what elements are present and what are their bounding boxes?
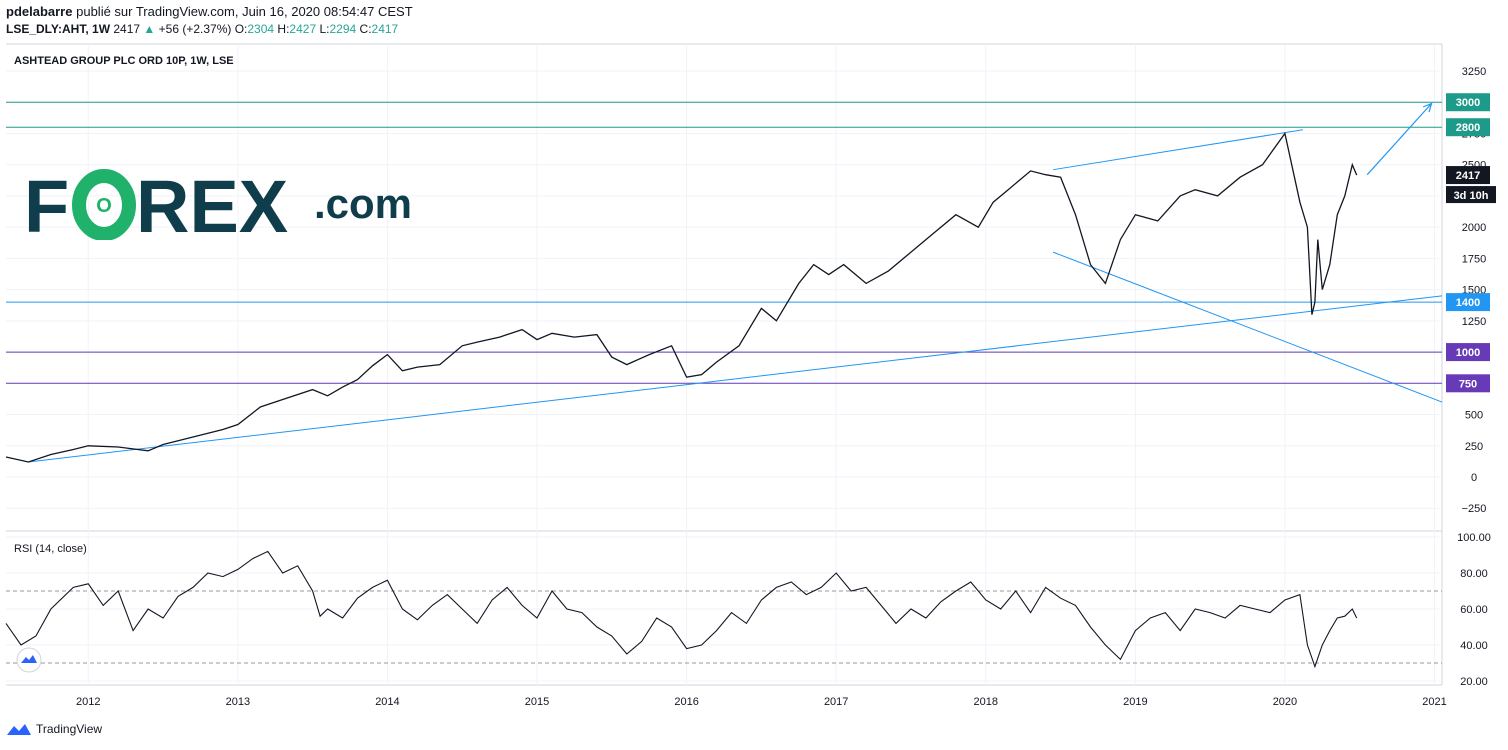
price-tick-label: 3250: [1462, 66, 1486, 78]
footer-brand: TradingView: [36, 722, 103, 736]
grid: [6, 44, 1442, 685]
time-tick-label: 2017: [824, 696, 848, 708]
level-tag-text: 750: [1459, 378, 1477, 390]
level-tag-text: 1000: [1456, 347, 1480, 359]
rsi-title: RSI (14, close): [14, 543, 87, 555]
rsi-tick-label: 80.00: [1460, 568, 1488, 580]
footer: TradingView: [6, 722, 102, 736]
trendline-1: [1053, 129, 1303, 171]
level-tag-bg: [1446, 374, 1490, 393]
level-tag-1400: 1400: [1446, 293, 1490, 312]
level-tag-1000: 1000: [1446, 343, 1490, 362]
countdown-tag: 3d 10h: [1446, 186, 1496, 204]
arrow-head: [1422, 102, 1433, 113]
price-tick-label: 1750: [1462, 253, 1486, 265]
rsi-series-line: [5, 550, 1358, 669]
level-tag-2800: 2800: [1446, 118, 1490, 137]
rsi-tick-label: 40.00: [1460, 640, 1488, 652]
level-tag-bg: [1446, 118, 1490, 137]
change-value: +56 (+2.37%): [158, 22, 232, 36]
last-price-tag: 2417: [1446, 166, 1490, 185]
ohlc-legend: LSE_DLY:AHT, 1W 2417 ▲ +56 (+2.37%) O:23…: [6, 22, 398, 36]
chart-title: ASHTEAD GROUP PLC ORD 10P, 1W, LSE: [14, 55, 234, 67]
rsi-axis[interactable]: 100.00 80.00 60.00 40.00 20.00: [1457, 532, 1491, 688]
time-tick-label: 2018: [974, 696, 998, 708]
price-tick-label: 0: [1471, 472, 1477, 484]
publish-info: pdelabarre publié sur TradingView.com, J…: [6, 4, 413, 19]
trendline-0: [28, 295, 1443, 463]
time-tick-label: 2020: [1273, 696, 1297, 708]
logo-dotcom: .com: [314, 180, 412, 227]
level-tag-text: 3000: [1456, 97, 1480, 109]
rsi-bands: [6, 590, 1442, 664]
open-value: 2304: [247, 22, 275, 36]
level-tag-text: 1400: [1456, 297, 1480, 309]
logo-o-icon: O: [72, 169, 136, 240]
time-tick-label: 2019: [1123, 696, 1147, 708]
price-tick-label: 250: [1465, 441, 1483, 453]
low-label: L:: [319, 22, 330, 36]
time-tick-label: 2012: [76, 696, 100, 708]
time-tick-label: 2013: [226, 696, 250, 708]
trendline-2: [1052, 251, 1443, 403]
time-tick-label: 2016: [674, 696, 698, 708]
tradingview-watermark-icon[interactable]: [16, 647, 42, 673]
last-price: 2417: [113, 22, 141, 36]
price-tick-label: 500: [1465, 410, 1483, 422]
level-tag-bg: [1446, 93, 1490, 112]
price-series-line: [5, 131, 1358, 463]
rsi-tick-label: 100.00: [1457, 532, 1491, 544]
last-price-tag-text: 2417: [1456, 170, 1480, 182]
price-axis-tags: 3000 2800 1400 1000 750 2417 3d 10h: [1446, 93, 1496, 393]
logo-letter-f: F: [24, 168, 69, 240]
price-tick-label: 2000: [1462, 222, 1486, 234]
low-value: 2294: [329, 22, 357, 36]
time-tick-label: 2014: [375, 696, 399, 708]
high-label: H:: [277, 22, 290, 36]
time-tick-label: 2021: [1422, 696, 1446, 708]
horizontal-levels[interactable]: [6, 101, 1442, 384]
up-arrow-icon: ▲: [143, 22, 156, 36]
rsi-tick-label: 60.00: [1460, 604, 1488, 616]
countdown-tag-text: 3d 10h: [1454, 190, 1489, 202]
projection-arrow: [1366, 103, 1432, 176]
level-tag-750: 750: [1446, 374, 1490, 393]
price-tick-label: −250: [1462, 503, 1487, 515]
time-axis[interactable]: 2012 2013 2014 2015 2016 2017 2018 2019 2020 2021: [76, 696, 1447, 708]
countdown-tag-bg: [1446, 186, 1496, 204]
tradingview-logo-icon: [7, 724, 31, 735]
level-tag-text: 2800: [1456, 122, 1480, 134]
logo-letter-o: O: [96, 195, 112, 217]
author-name: pdelabarre: [6, 4, 73, 19]
published-text: publié sur TradingView.com, Juin 16, 202…: [76, 4, 413, 19]
trendlines[interactable]: [28, 102, 1443, 463]
price-tick-label: 1250: [1462, 316, 1486, 328]
logo-rex: REX: [136, 168, 288, 240]
open-label: O:: [234, 22, 248, 36]
rsi-tick-label: 20.00: [1460, 676, 1488, 688]
high-value: 2427: [289, 22, 317, 36]
last-price-tag-bg: [1446, 166, 1490, 185]
level-tag-bg: [1446, 293, 1490, 312]
close-value: 2417: [371, 22, 399, 36]
level-tag-bg: [1446, 343, 1490, 362]
time-tick-label: 2015: [525, 696, 549, 708]
level-tag-3000: 3000: [1446, 93, 1490, 112]
close-label: C:: [359, 22, 372, 36]
symbol-label: LSE_DLY:AHT, 1W: [6, 22, 111, 36]
forex-logo: F O REX .com: [24, 168, 412, 240]
